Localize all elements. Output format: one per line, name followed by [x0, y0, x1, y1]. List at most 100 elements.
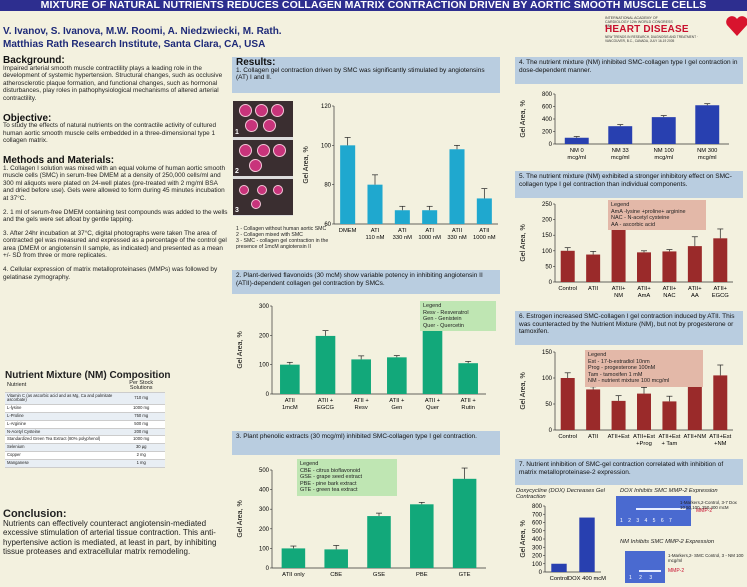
category-label: mcg/ml	[654, 155, 673, 161]
background-text: Impaired arterial smooth muscle contract…	[3, 64, 223, 102]
logo-main: HEART DISEASE	[605, 24, 689, 35]
category-label: NM 100	[654, 148, 674, 154]
category-label: 110 nM	[366, 235, 385, 241]
nm-amount: 1 mg	[117, 459, 165, 468]
objective-text: To study the effects of natural nutrient…	[3, 122, 217, 145]
category-label: Control	[550, 576, 569, 582]
gel-lanes: 1 2 3 4 5 6 7	[620, 518, 674, 524]
y-axis-label: Gel Area, %	[237, 331, 244, 368]
bar	[608, 126, 633, 144]
nm-table-row: Manganese 1 mg	[5, 459, 165, 468]
legend-5: Legend AmA -lysine +proline+ arginine NAC …	[608, 200, 706, 231]
category-label: ATI	[398, 228, 407, 234]
bar	[387, 357, 407, 394]
category-label: ATII	[479, 228, 490, 234]
nm-table-row: Standardized Green Tea Extract (80% poly…	[5, 435, 165, 445]
tick-label: 700	[532, 512, 543, 518]
tick-label: 100	[259, 363, 270, 369]
legend-2-item: Gen - Genistein	[423, 316, 462, 323]
photo-1: 1	[233, 101, 293, 137]
result-5-text: 5. The nutrient mixture (NM) exhibited a…	[519, 173, 732, 188]
tick-label: 0	[549, 142, 553, 148]
nm-table-row: Selenium 30 µg	[5, 443, 165, 452]
category-label: Rutin	[461, 405, 475, 411]
legend-6-item: Prog - progesterone 100nM	[588, 365, 656, 372]
bar	[315, 335, 336, 394]
tick-label: 300	[532, 545, 543, 551]
tick-label: 500	[532, 529, 543, 535]
category-label: +NM	[714, 441, 727, 447]
bar	[662, 251, 677, 282]
bar	[637, 252, 651, 282]
tick-label: 0	[266, 566, 270, 572]
category-label: NM	[614, 293, 623, 299]
category-label: ATII+Est	[608, 434, 630, 440]
methods-p1: 1. Collagen I solution was mixed with an…	[3, 164, 226, 202]
tick-label: 50	[545, 402, 552, 408]
bar	[367, 516, 391, 568]
category-label: NM 300	[697, 148, 717, 154]
photo-3: 3	[233, 179, 293, 215]
category-label: ATII only	[282, 572, 305, 578]
nm-amount: 200 mg	[117, 428, 165, 437]
category-label: NM 33	[612, 148, 629, 154]
result-3-panel: 3. Plant phenolic extracts (30 mcg/ml) i…	[232, 431, 500, 455]
bar	[280, 364, 300, 394]
results-heading: Results:	[236, 57, 276, 68]
tick-label: 0	[539, 570, 543, 576]
category-label: ATII+	[713, 286, 727, 292]
nm-nutrient: Selenium	[5, 443, 118, 452]
tick-label: 400	[542, 117, 553, 123]
category-label: ATII+	[688, 286, 702, 292]
nm-nutrient: L-Proline	[5, 412, 118, 421]
tick-label: 150	[542, 233, 553, 239]
legend-6-item: Tam - tamoxifen 1 mM	[588, 371, 643, 378]
bar	[713, 238, 728, 282]
legend-5-item: AA - ascorbic acid	[611, 221, 656, 228]
legend-2-item: Quer - Quercetin	[423, 322, 464, 329]
result-1-text: 1. Collagen gel contraction driven by SM…	[236, 66, 485, 82]
y-axis-label: Gel Area, %	[520, 100, 527, 137]
objective-heading: Objective:	[3, 112, 52, 124]
bar	[394, 210, 410, 224]
nm-nutrient: L-lysine	[5, 404, 118, 413]
tick-label: 600	[532, 521, 543, 527]
category-label: Quer	[426, 405, 439, 411]
tick-label: 80	[324, 183, 331, 189]
result-5-panel: 5. The nutrient mixture (NM) exhibited a…	[515, 171, 743, 198]
category-label: Control	[558, 434, 577, 440]
bar	[611, 400, 626, 430]
result-3-text: 3. Plant phenolic extracts (30 mcg/ml) i…	[236, 433, 477, 440]
category-label: + Tam	[662, 441, 678, 447]
nm-amount: 500 mg	[117, 420, 165, 429]
conclusion-text: Nutrients can effectively counteract ang…	[3, 518, 217, 557]
y-axis-label: Gel Area, %	[520, 372, 527, 409]
legend-3-item: PBE - pine bark extract	[300, 480, 357, 487]
category-label: 1mcM	[282, 405, 298, 411]
tick-label: 250	[542, 202, 553, 208]
nm-table-row: L-lysine 1000 mg	[5, 404, 165, 413]
category-label: Gen	[391, 405, 402, 411]
nm-amount: 30 µg	[117, 443, 165, 452]
result-4-panel: 4. The nutrient mixture (NM) inhibited S…	[515, 57, 743, 84]
nm-table-row: N-Acetyl Cysteine 200 mg	[5, 428, 165, 437]
poster-title: MIXTURE OF NATURAL NUTRIENTS REDUCES COL…	[0, 0, 747, 11]
nm-amount: 1000 mg	[117, 435, 165, 445]
category-label: GTE	[459, 572, 471, 578]
tick-label: 0	[549, 280, 553, 286]
tick-label: 300	[259, 304, 270, 310]
bar	[579, 517, 595, 572]
category-label: mcg/ml	[698, 155, 717, 161]
category-label: 330 nM	[393, 235, 413, 241]
gel-photos: 1 2 3	[233, 101, 293, 216]
left-column: Background: Impaired arterial smooth mus…	[3, 55, 229, 585]
bar	[410, 504, 434, 568]
tick-label: 300	[259, 507, 270, 513]
legend-3-item: GSE - grape seed extract	[300, 474, 363, 481]
legend-6-item: Est - 17-b-estradiol 10nm	[588, 358, 650, 365]
logo-top: INTERNATIONAL ACADEMY OF CARDIOLOGY 12th…	[605, 16, 673, 28]
logo-bottom: NEW TRENDS IN RESEARCH, DIAGNOSIS AND TR…	[605, 35, 698, 43]
legend-6-title: Legend	[588, 352, 607, 358]
